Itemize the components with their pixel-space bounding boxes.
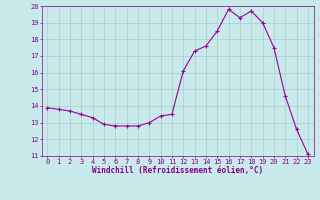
X-axis label: Windchill (Refroidissement éolien,°C): Windchill (Refroidissement éolien,°C) bbox=[92, 166, 263, 175]
